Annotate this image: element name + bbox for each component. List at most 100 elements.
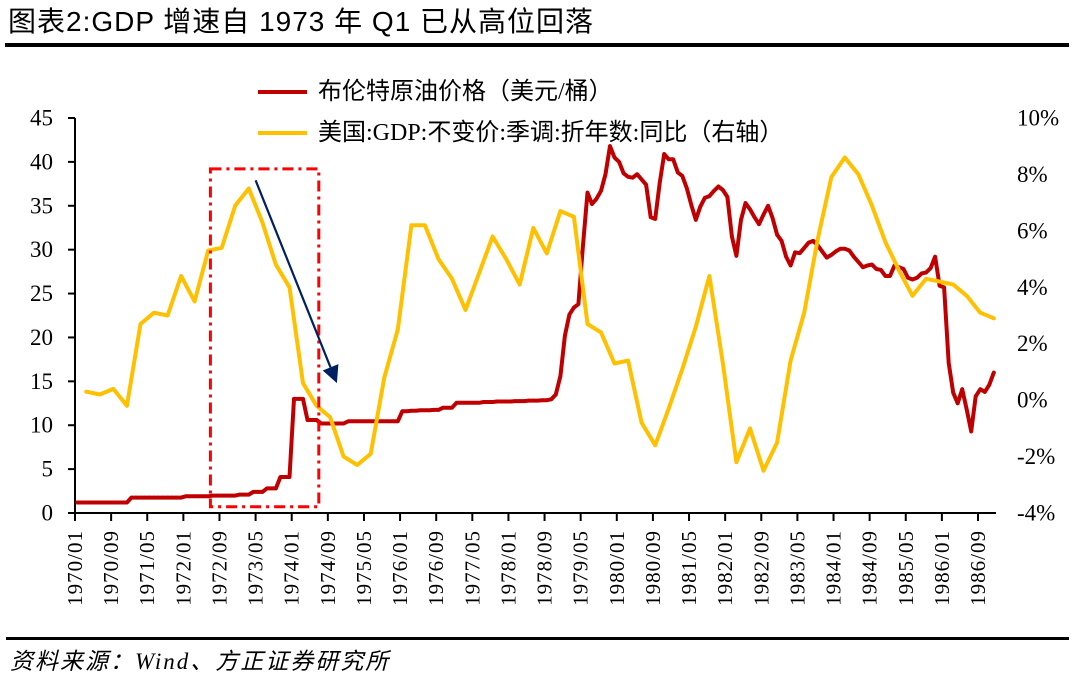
brent-oil-price-point (743, 201, 748, 205)
brent-oil-price-line (75, 144, 996, 505)
brent-oil-price-point (861, 265, 865, 270)
brent-oil-price-point (201, 494, 206, 499)
brent-oil-price-point (703, 196, 707, 200)
us-gdp-yoy-point (450, 277, 454, 281)
brent-oil-price-point (567, 312, 572, 317)
brent-oil-price-point (283, 475, 287, 479)
brent-oil-price-point (874, 267, 879, 271)
brent-oil-price-point (973, 394, 978, 399)
brent-oil-price-point (666, 157, 671, 162)
x-tick-label: 1982/09 (749, 530, 773, 606)
us-gdp-yoy-point (463, 308, 468, 312)
brent-oil-price-point (414, 408, 418, 413)
brent-oil-price-point (301, 397, 305, 401)
y-left-tick-label: 35 (30, 193, 53, 218)
brent-oil-price-point (712, 189, 716, 193)
us-gdp-yoy-point (531, 226, 536, 230)
brent-oil-price-point (734, 254, 739, 258)
brent-oil-price-point (418, 408, 423, 413)
x-tick-label: 1984/01 (822, 530, 846, 606)
brent-oil-price-point (766, 204, 770, 208)
brent-oil-price-point (508, 399, 513, 404)
us-gdp-yoy-point (355, 463, 360, 467)
brent-oil-price-point (490, 400, 495, 404)
brent-oil-price-point (572, 305, 576, 310)
brent-oil-price-point (192, 494, 197, 499)
brent-oil-price-point (585, 190, 590, 195)
x-tick-label: 1976/09 (424, 530, 448, 606)
brent-oil-price-point (292, 397, 296, 401)
brent-oil-price-point (436, 408, 441, 412)
x-tick-label: 1986/01 (930, 530, 954, 606)
brent-oil-price-point (477, 401, 481, 405)
brent-oil-price-point (84, 500, 89, 505)
brent-oil-price-point (852, 254, 856, 259)
brent-oil-price-point (951, 390, 955, 395)
us-gdp-yoy-point (382, 375, 387, 380)
us-gdp-yoy-point (84, 389, 89, 394)
us-gdp-yoy-point (680, 367, 685, 371)
brent-oil-price-point (752, 215, 757, 219)
legend: 布伦特原油价格（美元/桶） 美国:GDP:不变价:季调:折年数:同比（右轴） (258, 78, 783, 146)
brent-oil-price-point (942, 285, 946, 290)
brent-oil-price-point (960, 387, 964, 392)
brent-oil-price-point (274, 486, 278, 491)
brent-oil-price-point (657, 181, 662, 185)
brent-oil-price-point (174, 495, 179, 500)
brent-oil-price-point (612, 155, 617, 160)
brent-oil-price-point (378, 419, 382, 424)
brent-oil-price-point (80, 500, 84, 505)
us-gdp-yoy-point (599, 330, 603, 335)
brent-oil-price-point (405, 409, 409, 414)
brent-oil-price-point (346, 419, 351, 424)
us-gdp-yoy-point (951, 282, 955, 287)
brent-oil-price-point (707, 194, 712, 198)
brent-oil-price-point (364, 419, 369, 424)
brent-oil-price-point (98, 500, 102, 505)
brent-oil-price-point (748, 207, 752, 212)
brent-oil-price-point (229, 493, 233, 498)
brent-oil-price-point (287, 475, 292, 479)
brent-oil-price-point (933, 254, 937, 259)
brent-oil-price-point (888, 274, 892, 278)
brent-oil-price-point (536, 398, 540, 403)
brent-oil-price-point (793, 250, 797, 255)
brent-oil-price-point (788, 263, 793, 268)
brent-oil-price-point (856, 260, 861, 264)
brent-oil-price-point (427, 408, 432, 413)
brent-oil-price-point (576, 302, 581, 306)
brent-oil-price-point (527, 398, 531, 403)
brent-oil-price-point (955, 401, 960, 406)
x-tick-label: 1977/05 (460, 530, 484, 606)
brent-oil-price-point (919, 271, 924, 276)
brent-oil-price-point (215, 493, 219, 498)
brent-oil-price-point (89, 500, 93, 505)
brent-oil-price-point (504, 399, 509, 404)
brent-oil-price-point (454, 401, 459, 405)
brent-oil-price-point (797, 251, 802, 255)
brent-oil-price-point (111, 500, 116, 505)
brent-oil-price-point (915, 276, 919, 280)
brent-oil-price-point (238, 492, 242, 497)
us-gdp-yoy-line (84, 155, 996, 473)
brent-oil-price-point (906, 276, 910, 280)
us-gdp-yoy-point (964, 294, 969, 298)
x-tick-label: 1980/09 (641, 530, 665, 606)
brent-oil-price-point (152, 495, 156, 500)
brent-oil-price-point (648, 215, 653, 219)
us-gdp-yoy-point (666, 406, 671, 411)
x-tick-label: 1972/09 (208, 530, 232, 606)
brent-oil-price-point (441, 405, 445, 410)
source-divider (6, 637, 1069, 640)
brent-oil-price-point (838, 247, 843, 251)
us-gdp-yoy-point (815, 237, 820, 242)
brent-oil-price-point (603, 172, 608, 176)
brent-oil-price-point (75, 500, 80, 505)
us-gdp-yoy-point (98, 392, 102, 397)
x-tick-label: 1974/01 (280, 530, 304, 606)
brent-oil-price-point (820, 249, 824, 254)
us-gdp-yoy-point (301, 381, 305, 386)
us-gdp-yoy-point (341, 454, 346, 459)
brent-oil-price-point (978, 387, 983, 392)
brent-oil-price-point (256, 490, 260, 494)
